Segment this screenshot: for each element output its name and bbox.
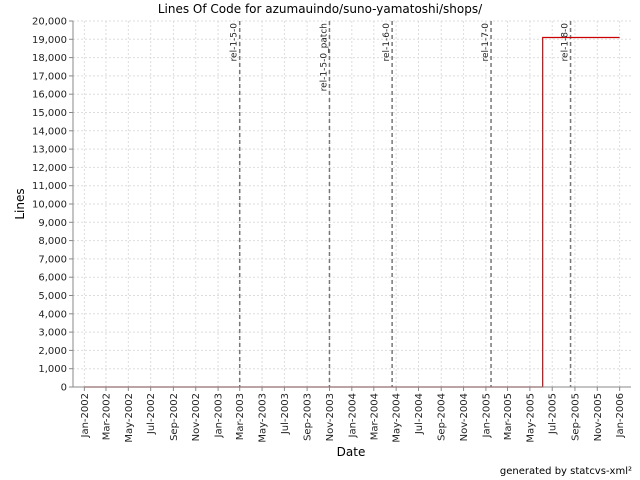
- y-tick-label: 3,000: [38, 328, 67, 339]
- generator-footer: generated by statcvs-xml²: [500, 466, 632, 477]
- x-tick-label: Jan-2004: [347, 393, 358, 438]
- y-tick-label: 0: [61, 383, 67, 394]
- y-tick-label: 19,000: [32, 35, 67, 46]
- y-tick-label: 8,000: [38, 236, 67, 247]
- x-tick-label: Jan-2003: [214, 393, 225, 438]
- y-tick-label: 10,000: [32, 200, 67, 211]
- x-axis-label: Date: [337, 445, 366, 459]
- x-tick-label: Sep-2005: [570, 393, 581, 441]
- x-tick-label: Sep-2004: [437, 393, 448, 441]
- x-tick-label: Sep-2003: [303, 393, 314, 441]
- plot-area: [73, 21, 631, 387]
- x-tick-label: Nov-2002: [191, 393, 202, 441]
- x-tick-label: May-2005: [525, 393, 536, 443]
- y-tick-label: 2,000: [38, 346, 67, 357]
- x-tick-label: May-2002: [124, 393, 135, 443]
- y-axis-ticks: 0 1,000 2,000 3,000 4,000 5,000 6,000 7,000 8,00…: [32, 17, 74, 394]
- x-tick-label: Jul-2004: [414, 393, 425, 435]
- release-marker-label: rel-1-5-0_patch: [319, 23, 329, 91]
- y-tick-label: 17,000: [32, 71, 67, 82]
- x-tick-label: Mar-2004: [369, 393, 380, 440]
- release-marker-label: rel-1-5-0: [230, 23, 240, 62]
- y-tick-label: 16,000: [32, 90, 67, 101]
- y-tick-label: 13,000: [32, 145, 67, 156]
- x-tick-label: Jul-2002: [146, 393, 157, 435]
- x-tick-label: Mar-2005: [503, 393, 514, 440]
- x-tick-label: Mar-2002: [101, 393, 112, 440]
- x-tick-label: Sep-2002: [169, 393, 180, 441]
- y-tick-label: 9,000: [38, 218, 67, 229]
- y-tick-label: 6,000: [38, 273, 67, 284]
- x-tick-label: Jan-2005: [481, 393, 492, 438]
- x-tick-label: Nov-2003: [325, 393, 336, 441]
- y-tick-label: 18,000: [32, 53, 67, 64]
- release-marker-label: rel-1-8-0: [561, 23, 571, 62]
- y-tick-label: 7,000: [38, 254, 67, 265]
- release-marker-label: rel-1-6-0: [382, 23, 392, 62]
- x-tick-label: Jul-2003: [280, 393, 291, 435]
- release-marker-label: rel-1-7-0: [481, 23, 491, 62]
- y-tick-label: 1,000: [38, 364, 67, 375]
- x-tick-label: Jul-2005: [548, 393, 559, 435]
- y-tick-label: 12,000: [32, 163, 67, 174]
- y-tick-label: 14,000: [32, 126, 67, 137]
- y-tick-label: 11,000: [32, 181, 67, 192]
- x-tick-label: Jan-2002: [80, 393, 91, 438]
- x-tick-label: Mar-2003: [235, 393, 246, 440]
- y-tick-label: 20,000: [32, 17, 67, 28]
- x-tick-label: Nov-2004: [459, 393, 470, 441]
- release-markers: rel-1-5-0 rel-1-5-0_patch rel-1-6-0 rel-1-7…: [230, 21, 572, 387]
- x-tick-label: May-2003: [258, 393, 269, 443]
- y-tick-label: 4,000: [38, 309, 67, 320]
- grid: [73, 20, 631, 388]
- chart-title: Lines Of Code for azumauindo/suno-yamato…: [158, 2, 483, 16]
- y-tick-label: 5,000: [38, 291, 67, 302]
- x-axis-ticks: Jan-2002 Mar-2002 May-2002 Jul-2002 Sep-2002…: [73, 386, 631, 443]
- x-tick-label: May-2004: [392, 393, 403, 443]
- x-tick-label: Jan-2006: [615, 393, 626, 438]
- x-tick-label: Nov-2005: [593, 393, 604, 441]
- y-axis-label: Lines: [13, 188, 27, 219]
- y-tick-label: 15,000: [32, 108, 67, 119]
